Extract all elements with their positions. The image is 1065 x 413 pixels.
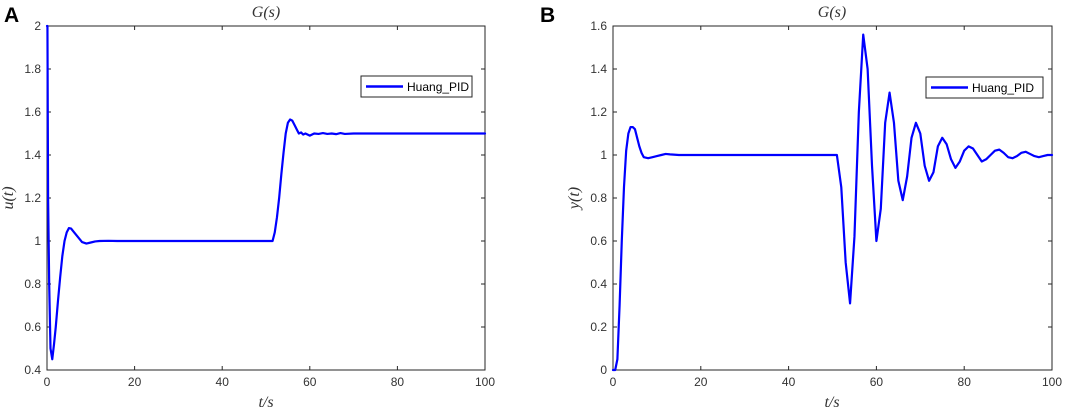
panel-b-ytick-label: 0	[600, 363, 607, 377]
panel-b-xtick-label: 100	[1042, 375, 1062, 389]
panel-b-xlabel: t/s	[824, 394, 839, 411]
panel-b-xtick-label: 40	[782, 375, 796, 389]
panel-a-legend-box	[360, 75, 473, 98]
panel-a-ylabel: u(t)	[0, 186, 17, 209]
panel-b-xtick-label: 0	[610, 375, 617, 389]
panel-b-ytick-label: 1.4	[590, 62, 607, 76]
panel-b-ytick-label: 1.6	[590, 19, 607, 33]
panel-b-ytick-label: 1	[600, 148, 607, 162]
panel-b-letter: B	[540, 4, 555, 27]
panel-a-ytick-label: 1.8	[24, 62, 41, 76]
panel-a-xtick-label: 100	[475, 375, 495, 389]
panel-b-legend: Huang_PID	[925, 76, 1044, 99]
panel-b-xtick-label: 60	[870, 375, 884, 389]
panel-a-ytick-label: 0.8	[24, 277, 41, 291]
panel-a-xtick-label: 20	[128, 375, 142, 389]
panel-a-ytick-label: 1.4	[24, 148, 41, 162]
panel-a-ytick-label: 2	[34, 19, 41, 33]
panel-b-ytick-label: 0.8	[590, 191, 607, 205]
panel-a-xtick-label: 40	[216, 375, 230, 389]
panel-a-legend-label: Huang_PID	[407, 80, 469, 94]
panel-a-ytick-label: 0.6	[24, 320, 41, 334]
panel-a-ticks: 0 20 40 60 80 100 0.4 0.6 0.8 1 1.2 1.4 1.6 1.8 2	[24, 19, 495, 389]
panel-a-series-line	[45, 24, 487, 361]
panel-a-title: G(s)	[252, 4, 280, 21]
panel-a-xtick-label: 60	[303, 375, 317, 389]
panel-a: A G(s) 0 20 40 60 80 100 0.4 0.6 0.8 1 1.2 1.4 1.6 1.…	[0, 4, 495, 411]
panel-b-ticks: 0 20 40 60 80 100 0 0.2 0.4 0.6 0.8 1 1.2 1.4 1.6	[590, 19, 1062, 389]
panel-b-ytick-label: 0.2	[590, 320, 607, 334]
panel-b-legend-label: Huang_PID	[972, 81, 1034, 95]
panel-b-xtick-label: 80	[958, 375, 972, 389]
panel-b-xtick-label: 20	[694, 375, 708, 389]
panel-b: B G(s) 0 20 40 60 80 100 0 0.2 0.4 0.6 0.8 1 1.2 1.4 1…	[540, 4, 1062, 411]
panel-a-legend: Huang_PID	[360, 75, 473, 98]
panel-b-series-line	[611, 33, 1054, 372]
panel-b-ytick-label: 1.2	[590, 105, 607, 119]
panel-a-xtick-label: 80	[391, 375, 405, 389]
panel-a-ytick-label: 0.4	[24, 363, 41, 377]
panel-a-xlabel: t/s	[258, 394, 273, 411]
panel-a-xtick-label: 0	[44, 375, 51, 389]
panel-b-title: G(s)	[818, 4, 846, 21]
panel-a-series	[45, 24, 487, 361]
panel-b-legend-box	[925, 76, 1044, 99]
panel-b-ylabel: y(t)	[566, 187, 583, 211]
panel-b-ytick-label: 0.6	[590, 234, 607, 248]
panel-b-series	[611, 33, 1054, 372]
panel-a-ytick-label: 1	[34, 234, 41, 248]
panel-b-ytick-label: 0.4	[590, 277, 607, 291]
panel-a-letter: A	[4, 4, 19, 27]
panel-a-ytick-label: 1.6	[24, 105, 41, 119]
panel-a-ytick-label: 1.2	[24, 191, 41, 205]
